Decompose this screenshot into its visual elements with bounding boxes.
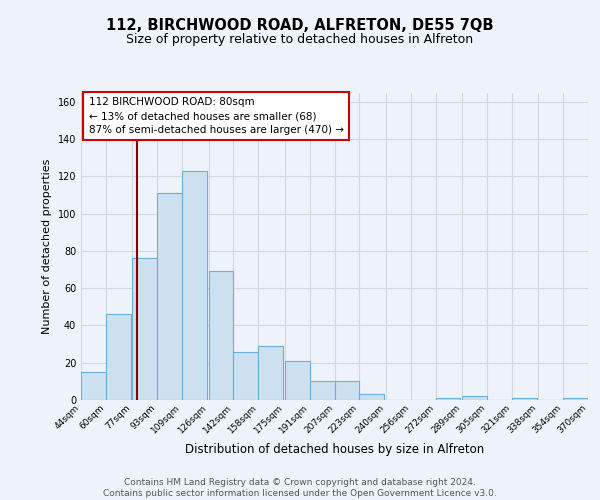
- Bar: [81, 372, 106, 400]
- Text: 112, BIRCHWOOD ROAD, ALFRETON, DE55 7QB: 112, BIRCHWOOD ROAD, ALFRETON, DE55 7QB: [106, 18, 494, 32]
- Bar: [133, 258, 157, 400]
- Bar: [209, 272, 233, 400]
- Text: Contains HM Land Registry data © Crown copyright and database right 2024.
Contai: Contains HM Land Registry data © Crown c…: [103, 478, 497, 498]
- Bar: [436, 398, 460, 400]
- Y-axis label: Number of detached properties: Number of detached properties: [42, 158, 52, 334]
- Bar: [182, 171, 207, 400]
- Bar: [285, 361, 310, 400]
- Bar: [106, 314, 131, 400]
- Bar: [563, 398, 588, 400]
- Bar: [462, 396, 487, 400]
- Bar: [157, 193, 182, 400]
- Bar: [258, 346, 283, 400]
- Bar: [335, 382, 359, 400]
- Text: Size of property relative to detached houses in Alfreton: Size of property relative to detached ho…: [127, 32, 473, 46]
- Bar: [359, 394, 384, 400]
- Bar: [233, 352, 258, 400]
- Text: 112 BIRCHWOOD ROAD: 80sqm
← 13% of detached houses are smaller (68)
87% of semi-: 112 BIRCHWOOD ROAD: 80sqm ← 13% of detac…: [89, 97, 344, 135]
- X-axis label: Distribution of detached houses by size in Alfreton: Distribution of detached houses by size …: [185, 443, 484, 456]
- Bar: [512, 398, 536, 400]
- Bar: [310, 382, 335, 400]
